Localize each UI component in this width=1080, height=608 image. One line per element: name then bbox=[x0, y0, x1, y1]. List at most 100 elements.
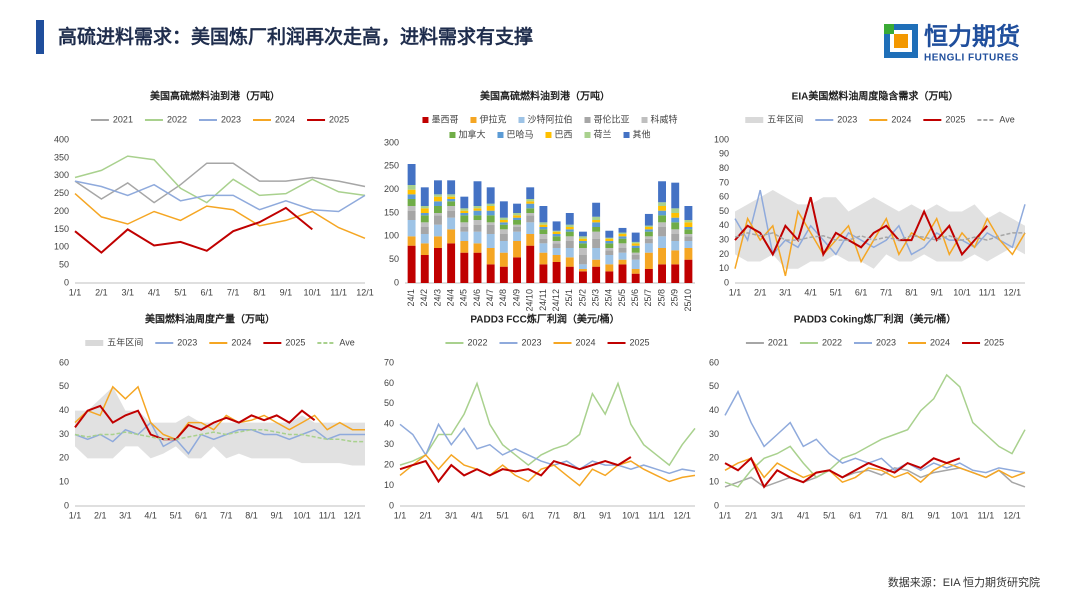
x-tick-label: 6/1 bbox=[195, 510, 208, 520]
legend-item: 2025 bbox=[607, 337, 650, 347]
bar-segment bbox=[473, 181, 482, 206]
bar-segment bbox=[579, 231, 587, 237]
bar-segment bbox=[684, 248, 693, 260]
bar-segment bbox=[447, 180, 456, 195]
legend-item: 巴哈马 bbox=[497, 128, 533, 139]
bar-segment bbox=[552, 262, 561, 283]
bar-segment bbox=[539, 229, 548, 234]
bar-segment bbox=[644, 252, 653, 269]
bar-segment bbox=[565, 241, 574, 248]
bar-segment bbox=[447, 210, 456, 218]
legend-item: Ave bbox=[977, 114, 1015, 124]
legend-item: 2025 bbox=[923, 114, 965, 124]
legend-label: 2021 bbox=[768, 337, 788, 347]
logo-subtext: HENGLI FUTURES bbox=[924, 53, 1019, 64]
x-tick-label: 8/1 bbox=[901, 510, 914, 520]
bar-segment bbox=[671, 264, 680, 283]
bar-segment bbox=[539, 234, 548, 239]
x-tick-label: 8/1 bbox=[245, 510, 258, 520]
bar-segment bbox=[592, 220, 601, 223]
series-line bbox=[399, 456, 632, 484]
legend-swatch bbox=[584, 117, 591, 123]
chart-panel: 美国高硫燃料油到港（万吨） 0 50 100 150 200 250 300 350 400 1/1… bbox=[54, 90, 374, 298]
bar-segment bbox=[579, 264, 587, 269]
bar-segment bbox=[473, 220, 482, 225]
bar-segment bbox=[513, 231, 521, 241]
bar-segment bbox=[499, 222, 508, 225]
x-tick-label: 5/1 bbox=[496, 510, 509, 520]
x-tick-label: 6/1 bbox=[849, 510, 862, 520]
x-tick-label: 1/1 bbox=[69, 510, 82, 520]
bar-segment bbox=[684, 259, 693, 283]
y-tick-label: 60 bbox=[384, 378, 394, 388]
bar-segment bbox=[420, 255, 429, 283]
range-band bbox=[75, 386, 365, 466]
y-tick-label: 50 bbox=[389, 254, 399, 264]
bar-segment bbox=[420, 222, 429, 227]
bar-segment bbox=[460, 196, 469, 209]
legend-item: 2021 bbox=[90, 114, 133, 124]
bar-segment bbox=[447, 206, 456, 211]
x-tick-label: 6/1 bbox=[522, 510, 535, 520]
series-line bbox=[74, 385, 365, 441]
bar-segment bbox=[592, 248, 601, 260]
y-tick-label: 20 bbox=[709, 453, 719, 463]
bar-segment bbox=[407, 185, 416, 190]
legend-item: 墨西哥 bbox=[422, 114, 458, 124]
bar-segment bbox=[486, 224, 495, 234]
x-tick-label: 24/2 bbox=[419, 289, 429, 307]
y-tick-label: 30 bbox=[719, 234, 729, 244]
x-tick-label: 24/8 bbox=[498, 289, 508, 307]
x-tick-label: 11/1 bbox=[330, 287, 347, 297]
bar-segment bbox=[420, 234, 429, 244]
x-tick-label: 7/1 bbox=[227, 287, 240, 297]
bar-segment bbox=[671, 234, 680, 241]
bar-segment bbox=[420, 243, 429, 255]
legend-label: 2023 bbox=[521, 337, 541, 347]
bar-segment bbox=[579, 271, 587, 283]
legend-item: 2022 bbox=[445, 337, 487, 347]
bar-segment bbox=[473, 231, 482, 244]
bar-segment bbox=[434, 196, 442, 202]
bar-segment bbox=[460, 241, 469, 253]
bar-segment bbox=[605, 248, 614, 251]
bar-segment bbox=[565, 236, 574, 241]
bar-segment bbox=[407, 199, 416, 206]
bar-segment bbox=[526, 222, 535, 234]
y-tick-label: 20 bbox=[59, 453, 69, 463]
legend-label: 加拿大 bbox=[458, 128, 485, 139]
legend-item: 2023 bbox=[815, 114, 857, 124]
y-tick-label: 70 bbox=[384, 357, 394, 367]
bar-segment bbox=[460, 213, 469, 216]
bar-segment bbox=[420, 206, 429, 209]
bar-segment bbox=[631, 269, 640, 274]
bar-segment bbox=[605, 255, 614, 265]
series-line bbox=[724, 456, 961, 489]
x-tick-label: 1/1 bbox=[394, 510, 407, 520]
bar-segment bbox=[684, 241, 693, 248]
bar-segment bbox=[513, 220, 521, 225]
x-tick-label: 5/1 bbox=[170, 510, 183, 520]
bar-segment bbox=[605, 230, 614, 238]
legend-item: 其他 bbox=[623, 128, 651, 139]
bar-segment bbox=[526, 234, 535, 246]
legend-label: 2022 bbox=[822, 337, 842, 347]
y-tick-label: 200 bbox=[54, 206, 69, 216]
bar-segment bbox=[658, 264, 666, 283]
legend-item: 加拿大 bbox=[449, 128, 485, 139]
bar-segment bbox=[658, 236, 666, 248]
bar-segment bbox=[592, 222, 601, 227]
bar-segment bbox=[460, 252, 469, 283]
series-line bbox=[724, 373, 1026, 488]
x-tick-label: 4/1 bbox=[148, 287, 161, 297]
bar-segment bbox=[486, 234, 495, 248]
legend-item: 五年区间 bbox=[85, 336, 143, 347]
x-tick-label: 9/1 bbox=[930, 287, 943, 297]
bar-segment bbox=[552, 231, 561, 234]
legend-item: 2024 bbox=[869, 114, 911, 124]
legend-item: 哥伦比亚 bbox=[584, 113, 630, 124]
bar-segment bbox=[658, 206, 666, 211]
x-tick-label: 25/1 bbox=[564, 289, 574, 307]
y-tick-label: 0 bbox=[389, 500, 394, 510]
